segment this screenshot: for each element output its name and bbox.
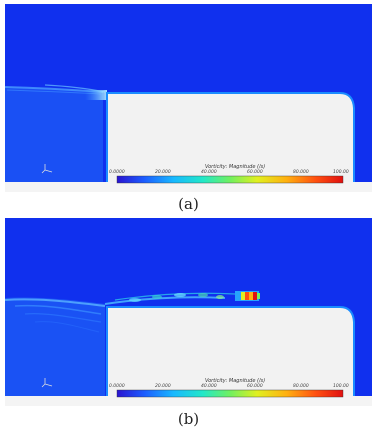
vorticity-plot-a: Vorticity: Magnitude (/s) 0.0000 20.000 … <box>5 4 372 192</box>
colorbar-tick: 100.00 <box>333 170 349 175</box>
colorbar-title-b: Vorticity: Magnitude (/s) <box>205 378 266 384</box>
colorbar-tick: 80.000 <box>293 170 309 175</box>
colorbar-tick: 40.000 <box>201 170 217 175</box>
colorbar-tick: 60.000 <box>247 384 263 389</box>
colorbar-b <box>116 389 344 398</box>
colorbar-tick: 100.00 <box>333 384 349 389</box>
solid-body-b <box>106 306 355 399</box>
colorbar-tick: 80.000 <box>293 384 309 389</box>
turbulent-wake-b <box>104 291 260 305</box>
colorbar-tick: 0.0000 <box>109 170 125 175</box>
vorticity-plot-b: Vorticity: Magnitude (/s) 0.0000 20.000 … <box>5 218 372 406</box>
colorbar-tick: 20.000 <box>155 170 171 175</box>
leading-edge-vorticity-a <box>85 90 107 100</box>
colorbar-tick: 20.000 <box>155 384 171 389</box>
caption-b: (b) <box>177 410 200 428</box>
colorbar-tick: 40.000 <box>201 384 217 389</box>
vorticity-field-a <box>5 4 372 192</box>
axis-triad-icon <box>41 164 53 174</box>
upstream-shear-region-a <box>5 87 103 184</box>
ground-plane-a <box>5 182 372 192</box>
ground-plane-b <box>5 396 372 406</box>
axis-triad-icon <box>41 378 53 388</box>
upstream-shear-region-b <box>5 297 105 398</box>
caption-a: (a) <box>178 195 199 213</box>
vorticity-field-b <box>5 218 372 406</box>
colorbar-tick: 60.000 <box>247 170 263 175</box>
colorbar-title-a: Vorticity: Magnitude (/s) <box>205 164 266 170</box>
solid-body-a <box>106 92 355 185</box>
colorbar-tick: 0.0000 <box>109 384 125 389</box>
colorbar-a <box>116 175 344 184</box>
